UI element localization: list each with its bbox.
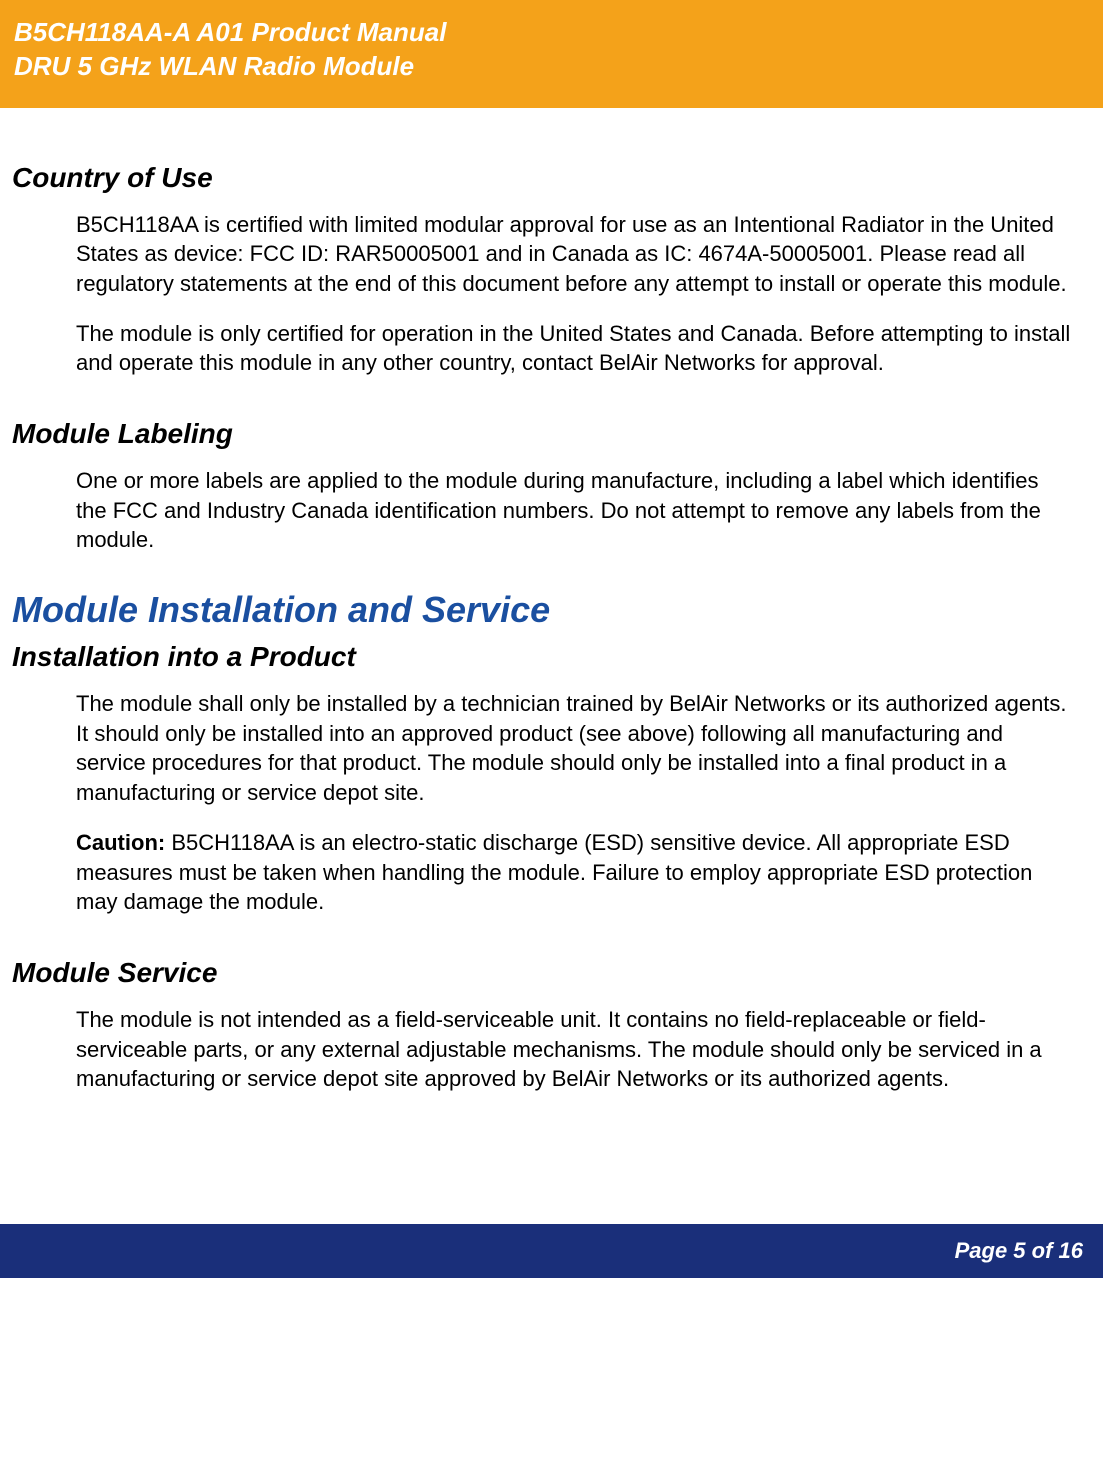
heading-country-of-use: Country of Use xyxy=(12,162,1091,194)
heading-module-labeling: Module Labeling xyxy=(12,418,1091,450)
paragraph: B5CH118AA is certified with limited modu… xyxy=(76,210,1071,299)
heading-installation-into-product: Installation into a Product xyxy=(12,641,1091,673)
page-number: Page 5 of 16 xyxy=(955,1238,1083,1263)
paragraph: The module is only certified for operati… xyxy=(76,319,1071,378)
heading-module-service: Module Service xyxy=(12,957,1091,989)
paragraph: The module shall only be installed by a … xyxy=(76,689,1071,808)
paragraph: The module is not intended as a field-se… xyxy=(76,1005,1071,1094)
caution-paragraph: Caution: B5CH118AA is an electro-static … xyxy=(76,828,1071,917)
caution-text: B5CH118AA is an electro-static discharge… xyxy=(76,830,1032,914)
document-body: Country of Use B5CH118AA is certified wi… xyxy=(0,108,1103,1154)
paragraph: One or more labels are applied to the mo… xyxy=(76,466,1071,555)
doc-title-line2: DRU 5 GHz WLAN Radio Module xyxy=(14,50,1089,84)
document-footer-band: Page 5 of 16 xyxy=(0,1224,1103,1278)
spacer xyxy=(0,1154,1103,1224)
document-header-band: B5CH118AA-A A01 Product Manual DRU 5 GHz… xyxy=(0,0,1103,108)
doc-title-line1: B5CH118AA-A A01 Product Manual xyxy=(14,16,1089,50)
heading-module-installation-and-service: Module Installation and Service xyxy=(12,589,1091,631)
caution-label: Caution: xyxy=(76,830,165,855)
